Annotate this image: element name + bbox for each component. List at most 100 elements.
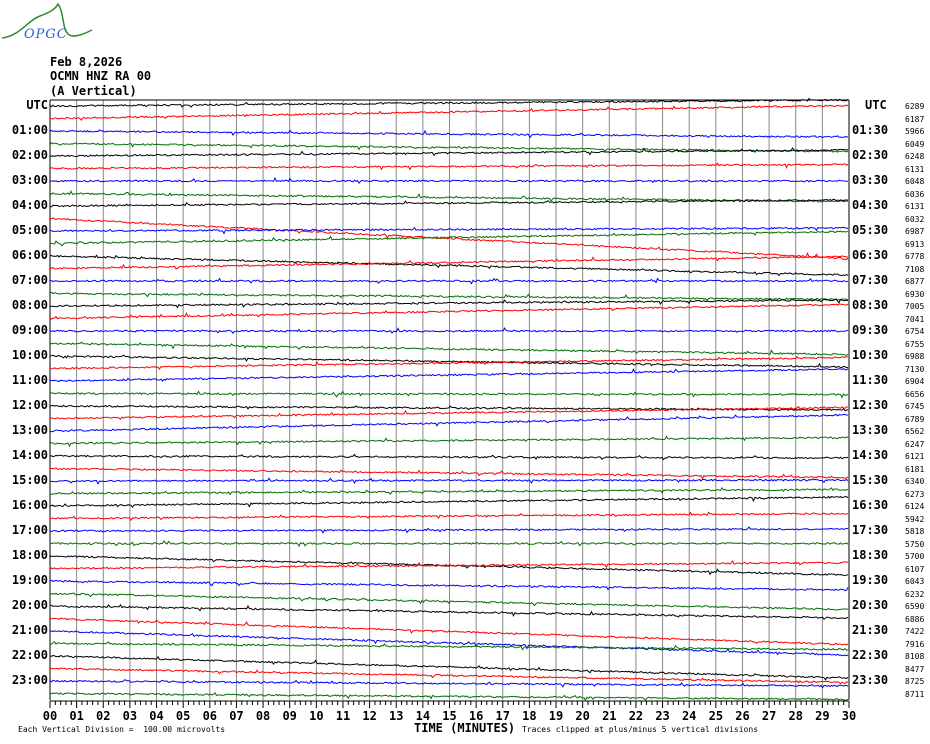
seismic-trace	[49, 467, 849, 480]
x-tick-label: 30	[841, 709, 857, 723]
seismic-trace	[49, 303, 849, 320]
trace-value: 8477	[905, 664, 925, 674]
trace-value: 6124	[905, 502, 925, 511]
trace-value: 6048	[905, 177, 925, 186]
trace-value: 6988	[905, 352, 925, 361]
right-time-label: 09:30	[852, 323, 889, 337]
right-time-label: 18:30	[852, 548, 889, 562]
scale-note: Each Vertical Division = 100.00 microvol…	[18, 725, 226, 734]
right-time-label: 14:30	[852, 448, 889, 462]
x-tick-label: 16	[468, 709, 484, 723]
seismic-trace	[49, 477, 849, 485]
x-tick-label: 25	[708, 709, 724, 723]
right-time-label: 11:30	[852, 373, 889, 387]
right-time-label: 02:30	[852, 148, 889, 162]
x-tick-label: 06	[202, 709, 218, 723]
left-time-label: 05:00	[11, 223, 48, 237]
trace-value: 6754	[905, 327, 925, 336]
left-time-label: 08:00	[11, 298, 48, 312]
seismic-trace	[50, 198, 849, 208]
seismic-trace	[49, 486, 849, 496]
trace-value: 5700	[905, 552, 925, 561]
seismic-trace	[49, 617, 849, 646]
seismic-trace	[49, 354, 849, 369]
seismic-trace	[49, 560, 849, 570]
seismic-trace	[49, 413, 849, 433]
left-time-label: 19:00	[11, 573, 48, 587]
trace-value: 7422	[905, 627, 925, 636]
seismic-trace	[49, 97, 849, 108]
trace-value: 6247	[905, 439, 925, 449]
x-tick-label: 20	[575, 709, 590, 723]
trace-value: 7041	[905, 314, 925, 324]
left-time-label: 01:00	[11, 123, 48, 137]
seismic-trace	[49, 539, 849, 548]
trace-value: 6049	[905, 139, 925, 149]
right-time-label: 15:30	[852, 473, 889, 487]
right-time-label: 03:30	[852, 173, 889, 187]
left-time-label: 10:00	[11, 348, 48, 362]
trace-value: 6755	[905, 339, 925, 349]
trace-value: 6187	[905, 114, 925, 124]
x-tick-label: 27	[761, 709, 777, 723]
x-tick-label: 26	[735, 709, 750, 723]
right-time-label: UTC	[865, 98, 887, 112]
left-time-label: 13:00	[11, 423, 48, 437]
trace-value: 6877	[905, 277, 925, 286]
x-tick-label: 04	[149, 709, 164, 723]
seismic-trace	[49, 554, 849, 577]
right-time-label: 19:30	[852, 573, 889, 587]
trace-value: 6930	[905, 289, 925, 299]
seismic-trace	[49, 176, 848, 184]
x-tick-label: 23	[655, 709, 670, 723]
x-tick-label: 17	[495, 709, 510, 723]
left-time-label: 15:00	[11, 473, 48, 487]
x-tick-label: 14	[415, 709, 431, 723]
seismic-trace	[49, 226, 849, 235]
trace-value: 5818	[905, 527, 925, 536]
seismic-trace	[49, 190, 849, 203]
x-tick-label: 19	[548, 709, 564, 723]
trace-value: 6036	[905, 189, 925, 199]
seismic-trace	[49, 495, 849, 509]
clip-note: Traces clipped at plus/minus 5 vertical …	[522, 725, 759, 734]
trace-value: 5750	[905, 539, 925, 549]
x-tick-label: 02	[96, 709, 111, 723]
trace-value: 5942	[905, 514, 925, 524]
left-time-label: 07:00	[11, 273, 48, 287]
trace-value: 6131	[905, 202, 925, 211]
trace-value: 6987	[905, 227, 925, 236]
date-label: Feb 8,2026	[50, 55, 123, 69]
trace-value: 6778	[905, 252, 925, 261]
seismic-trace	[49, 253, 849, 270]
right-time-label: 16:30	[852, 498, 889, 512]
trace-value: 6886	[905, 614, 925, 624]
trace-value: 6107	[905, 564, 925, 574]
seismic-trace	[49, 678, 849, 689]
left-time-label: 02:00	[11, 148, 48, 162]
trace-value: 6121	[905, 452, 925, 461]
trace-value: 6032	[905, 214, 925, 224]
seismic-trace	[49, 129, 849, 139]
left-time-label: 20:00	[11, 598, 48, 612]
seismic-trace	[49, 579, 849, 592]
left-time-label: UTC	[26, 98, 48, 112]
x-tick-label: 13	[388, 709, 404, 723]
right-time-label: 22:30	[852, 648, 889, 662]
x-tick-label: 21	[602, 709, 617, 723]
trace-value: 6232	[905, 589, 925, 599]
trace-value: 6289	[905, 102, 925, 111]
right-time-label: 08:30	[852, 298, 889, 312]
right-time-label: 21:30	[852, 623, 889, 637]
seismic-trace	[49, 162, 849, 171]
right-time-label: 07:30	[852, 273, 889, 287]
x-tick-label: 18	[522, 709, 537, 723]
seismic-trace	[49, 640, 849, 651]
left-time-label: 22:00	[11, 648, 48, 662]
component-label: (A Vertical)	[50, 84, 137, 98]
x-tick-label: 15	[442, 709, 457, 723]
right-time-label: 20:30	[852, 598, 889, 612]
right-time-label: 12:30	[852, 398, 889, 412]
right-time-label: 17:30	[852, 523, 889, 537]
trace-value: 7130	[905, 364, 925, 374]
